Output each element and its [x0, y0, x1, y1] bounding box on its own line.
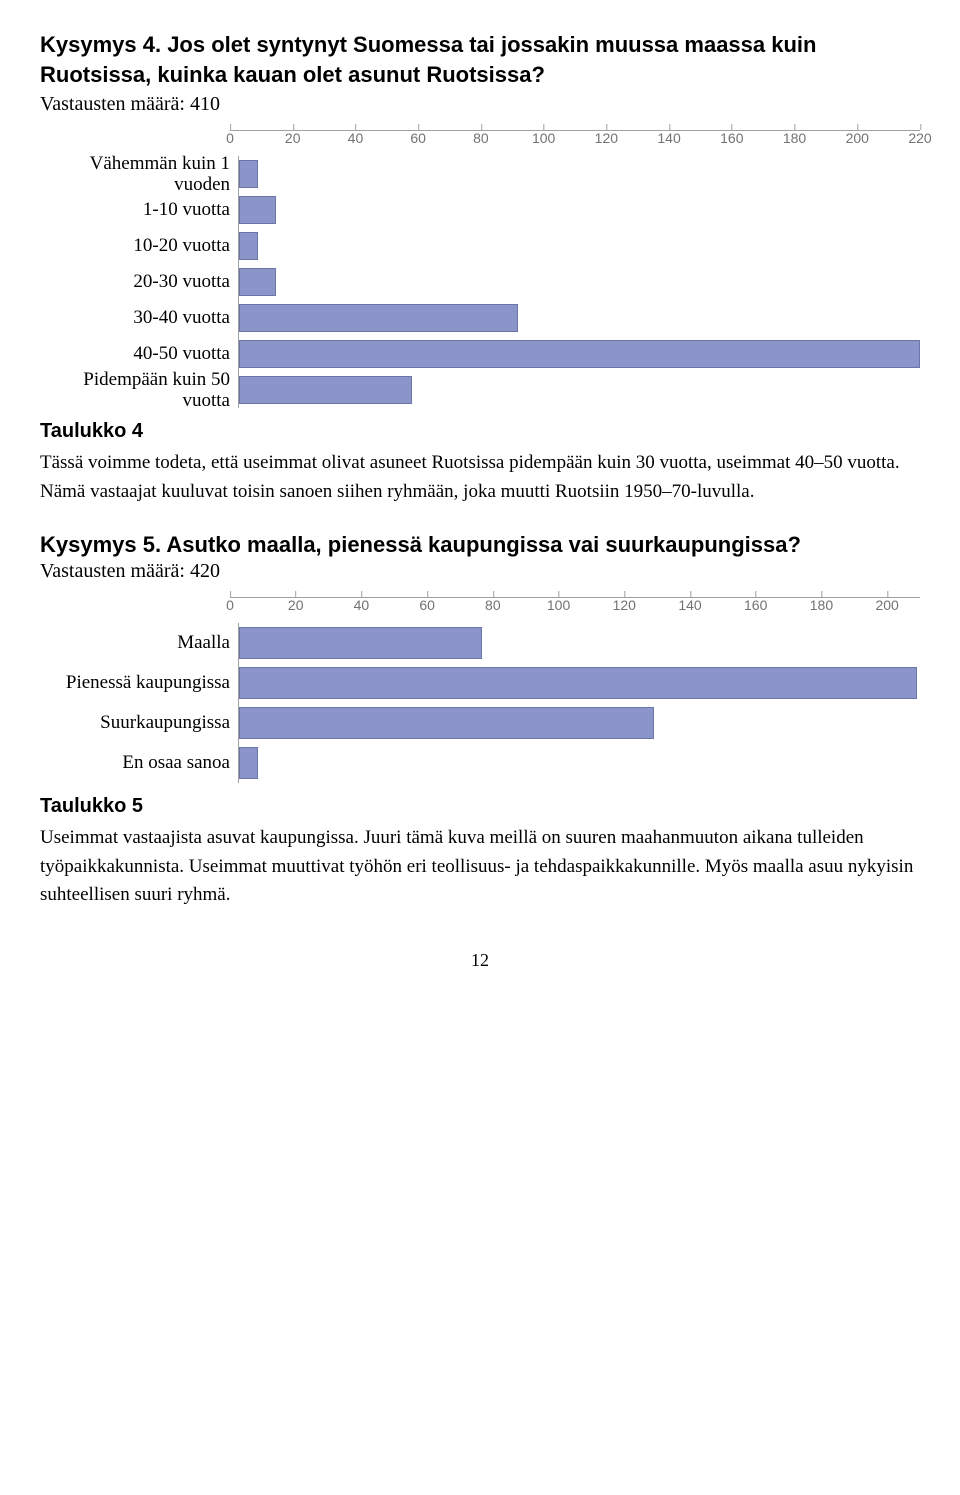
axis-tick: 20 — [285, 130, 301, 146]
axis-tick: 0 — [226, 597, 234, 613]
axis-tick: 180 — [783, 130, 806, 146]
category-label: Maalla — [40, 623, 238, 663]
bar — [239, 667, 917, 699]
bar — [239, 268, 276, 296]
category-label: Vähemmän kuin 1 vuoden — [40, 156, 238, 192]
bar — [239, 160, 258, 188]
category-label: Pidempään kuin 50 vuotta — [40, 372, 238, 408]
bar-area — [238, 743, 920, 783]
bar-area — [238, 192, 920, 228]
axis-tick: 120 — [595, 130, 618, 146]
category-label: Suurkaupungissa — [40, 703, 238, 743]
axis-tick: 80 — [485, 597, 501, 613]
bar-area — [238, 228, 920, 264]
category-label: 10-20 vuotta — [40, 228, 238, 264]
bar-area — [238, 264, 920, 300]
chart-row: Maalla — [40, 623, 920, 663]
bar-area — [238, 663, 920, 703]
axis-tick: 60 — [410, 130, 426, 146]
bar — [239, 196, 276, 224]
q5-body-text: Useimmat vastaajista asuvat kaupungissa.… — [40, 824, 920, 910]
bar-area — [238, 703, 920, 743]
category-label: 1-10 vuotta — [40, 192, 238, 228]
axis-tick: 120 — [613, 597, 636, 613]
q5-table-title: Taulukko 5 — [40, 795, 920, 818]
category-label: 40-50 vuotta — [40, 336, 238, 372]
category-label: 30-40 vuotta — [40, 300, 238, 336]
axis-tick: 140 — [657, 130, 680, 146]
axis-tick: 0 — [226, 130, 234, 146]
bar-area — [238, 300, 920, 336]
chart-row: Pienessä kaupungissa — [40, 663, 920, 703]
q4-axis: 020406080100120140160180200220 — [230, 130, 920, 156]
axis-tick: 20 — [288, 597, 304, 613]
q5-axis: 020406080100120140160180200 — [230, 597, 920, 623]
axis-tick: 40 — [354, 597, 370, 613]
axis-tick: 180 — [810, 597, 833, 613]
category-label: En osaa sanoa — [40, 743, 238, 783]
bar — [239, 376, 412, 404]
bar — [239, 304, 518, 332]
bar — [239, 340, 920, 368]
category-label: Pienessä kaupungissa — [40, 663, 238, 703]
chart-row: 40-50 vuotta — [40, 336, 920, 372]
q5-chart: 0 20 40 60 80 100 120 140 160 180 200 MaallaPienes… — [40, 597, 920, 783]
axis-tick: 140 — [678, 597, 701, 613]
page-number: 12 — [40, 950, 920, 971]
q4-subline: Vastausten määrä: 410 — [40, 93, 920, 116]
bar — [239, 627, 482, 659]
bar-area — [238, 623, 920, 663]
q5-title: Kysymys 5. Asutko maalla, pienessä kaupu… — [40, 530, 920, 560]
q4-title: Kysymys 4. Jos olet syntynyt Suomessa ta… — [40, 30, 920, 89]
axis-tick: 100 — [532, 130, 555, 146]
q5-subline: Vastausten määrä: 420 — [40, 560, 920, 583]
axis-tick: 60 — [419, 597, 435, 613]
chart-row: Pidempään kuin 50 vuotta — [40, 372, 920, 408]
axis-tick: 80 — [473, 130, 489, 146]
axis-tick: 160 — [744, 597, 767, 613]
bar — [239, 232, 258, 260]
q4-chart: 020406080100120140160180200220 Vähemmän … — [40, 130, 920, 408]
axis-spacer — [40, 597, 230, 623]
chart-row: Suurkaupungissa — [40, 703, 920, 743]
axis-tick: 200 — [875, 597, 898, 613]
category-label: 20-30 vuotta — [40, 264, 238, 300]
bar — [239, 707, 654, 739]
bar-area — [238, 372, 920, 408]
chart-row: 30-40 vuotta — [40, 300, 920, 336]
axis-tick: 40 — [348, 130, 364, 146]
bar-area — [238, 336, 920, 372]
bar — [239, 747, 258, 779]
axis-tick: 100 — [547, 597, 570, 613]
chart-row: Vähemmän kuin 1 vuoden — [40, 156, 920, 192]
q4-body-text: Tässä voimme todeta, että useimmat oliva… — [40, 449, 920, 506]
chart-row: En osaa sanoa — [40, 743, 920, 783]
chart-row: 1-10 vuotta — [40, 192, 920, 228]
chart-row: 10-20 vuotta — [40, 228, 920, 264]
axis-tick: 220 — [908, 130, 931, 146]
q4-table-title: Taulukko 4 — [40, 420, 920, 443]
bar-area — [238, 156, 920, 192]
chart-row: 20-30 vuotta — [40, 264, 920, 300]
axis-tick: 160 — [720, 130, 743, 146]
axis-tick: 200 — [846, 130, 869, 146]
